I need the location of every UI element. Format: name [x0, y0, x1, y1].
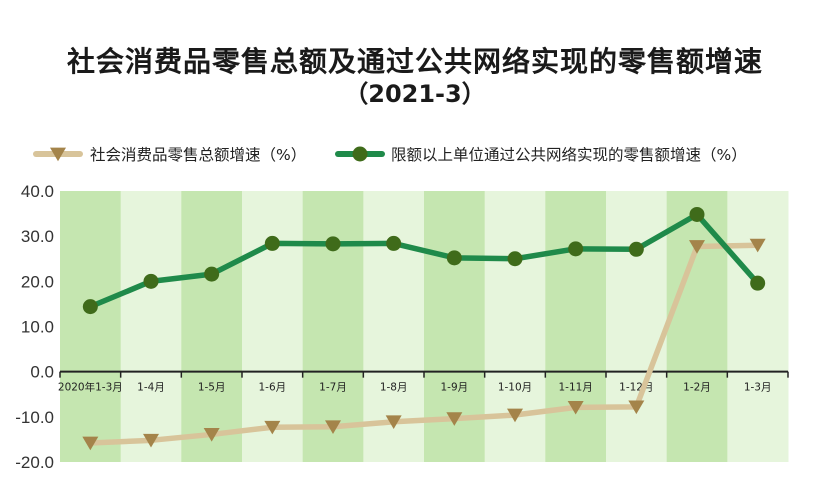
x-tick-label: 1-4月: [137, 382, 165, 394]
plot-band: [60, 191, 122, 462]
data-point-series-1: [264, 420, 281, 435]
x-tick-label: 2020年1-3月: [58, 381, 123, 394]
chart-title: 社会消费品零售总额及通过公共网络实现的零售额增速: [66, 45, 763, 78]
data-point-series-1: [507, 408, 523, 423]
x-tick-label: 1-8月: [380, 382, 408, 394]
series-line-2: [87, 211, 761, 310]
data-point-series-2: [568, 241, 584, 257]
data-point-series-1: [385, 415, 402, 430]
data-point-series-2: [750, 275, 766, 291]
data-point-series-1: [82, 436, 99, 451]
data-point-series-2: [264, 235, 280, 251]
plot-band: [302, 191, 364, 462]
plot-band: [545, 191, 607, 462]
data-point-series-2: [689, 206, 705, 222]
y-tick-label: 10.0: [21, 318, 54, 337]
x-tick-label: 1-2月: [683, 382, 711, 394]
data-point-series-1: [749, 238, 766, 253]
x-tick-label: 1-5月: [198, 382, 226, 394]
y-tick-label: 40.0: [21, 182, 54, 201]
x-tick-label: 1-7月: [319, 382, 347, 394]
data-point-series-1: [325, 420, 341, 434]
x-tick-label: 1-6月: [259, 382, 287, 394]
chart-subtitle: （2021-3）: [344, 80, 486, 108]
data-point-series-2: [386, 235, 402, 251]
y-tick-label: 0.0: [30, 363, 54, 382]
x-tick-label: 1-9月: [441, 382, 469, 394]
plot-band: [120, 191, 182, 462]
x-tick-label: 1-10月: [498, 382, 532, 394]
data-point-series-2: [628, 241, 644, 257]
legend-label-series-2: 限额以上单位通过公共网络实现的零售额增速（%）: [391, 146, 747, 164]
data-point-series-2: [143, 273, 159, 289]
data-point-series-2: [507, 251, 523, 267]
series-line-1: [87, 242, 761, 446]
y-tick-label: 30.0: [21, 227, 54, 246]
data-point-series-2: [446, 250, 462, 266]
legend-marker-series-1: [50, 147, 66, 162]
plot-band: [606, 191, 668, 462]
x-tick-label: 1-3月: [744, 382, 772, 394]
legend-marker-series-2: [352, 146, 368, 162]
x-tick-label: 1-11月: [558, 382, 592, 394]
data-point-series-1: [143, 433, 159, 448]
data-point-series-2: [325, 236, 341, 252]
data-point-series-2: [82, 299, 98, 315]
y-tick-label: 20.0: [21, 272, 54, 291]
y-tick-label: -10.0: [15, 408, 54, 427]
plot-band: [181, 191, 243, 462]
data-point-series-1: [689, 240, 705, 254]
plot-band: [666, 191, 728, 462]
plot-band: [727, 191, 789, 462]
data-point-series-1: [203, 428, 220, 442]
data-point-series-2: [204, 266, 220, 282]
legend-label-series-1: 社会消费品零售总额增速（%）: [90, 146, 306, 164]
data-point-series-1: [628, 400, 645, 415]
y-tick-label: -20.0: [15, 453, 54, 472]
x-tick-label: 1-12月: [619, 382, 653, 394]
data-point-series-1: [446, 412, 463, 426]
data-point-series-1: [567, 400, 584, 415]
